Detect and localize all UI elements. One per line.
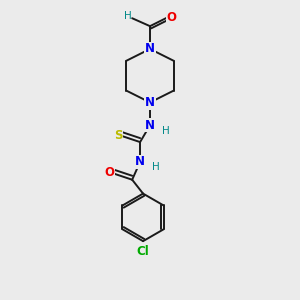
Text: N: N — [145, 42, 155, 56]
Text: N: N — [145, 96, 155, 109]
Text: O: O — [167, 11, 177, 24]
Text: Cl: Cl — [137, 245, 149, 258]
Text: H: H — [124, 11, 132, 21]
Text: H: H — [162, 126, 170, 136]
Text: N: N — [135, 155, 145, 168]
Text: O: O — [104, 166, 114, 179]
Text: H: H — [152, 162, 160, 172]
Text: S: S — [114, 129, 122, 142]
Text: N: N — [145, 119, 155, 132]
